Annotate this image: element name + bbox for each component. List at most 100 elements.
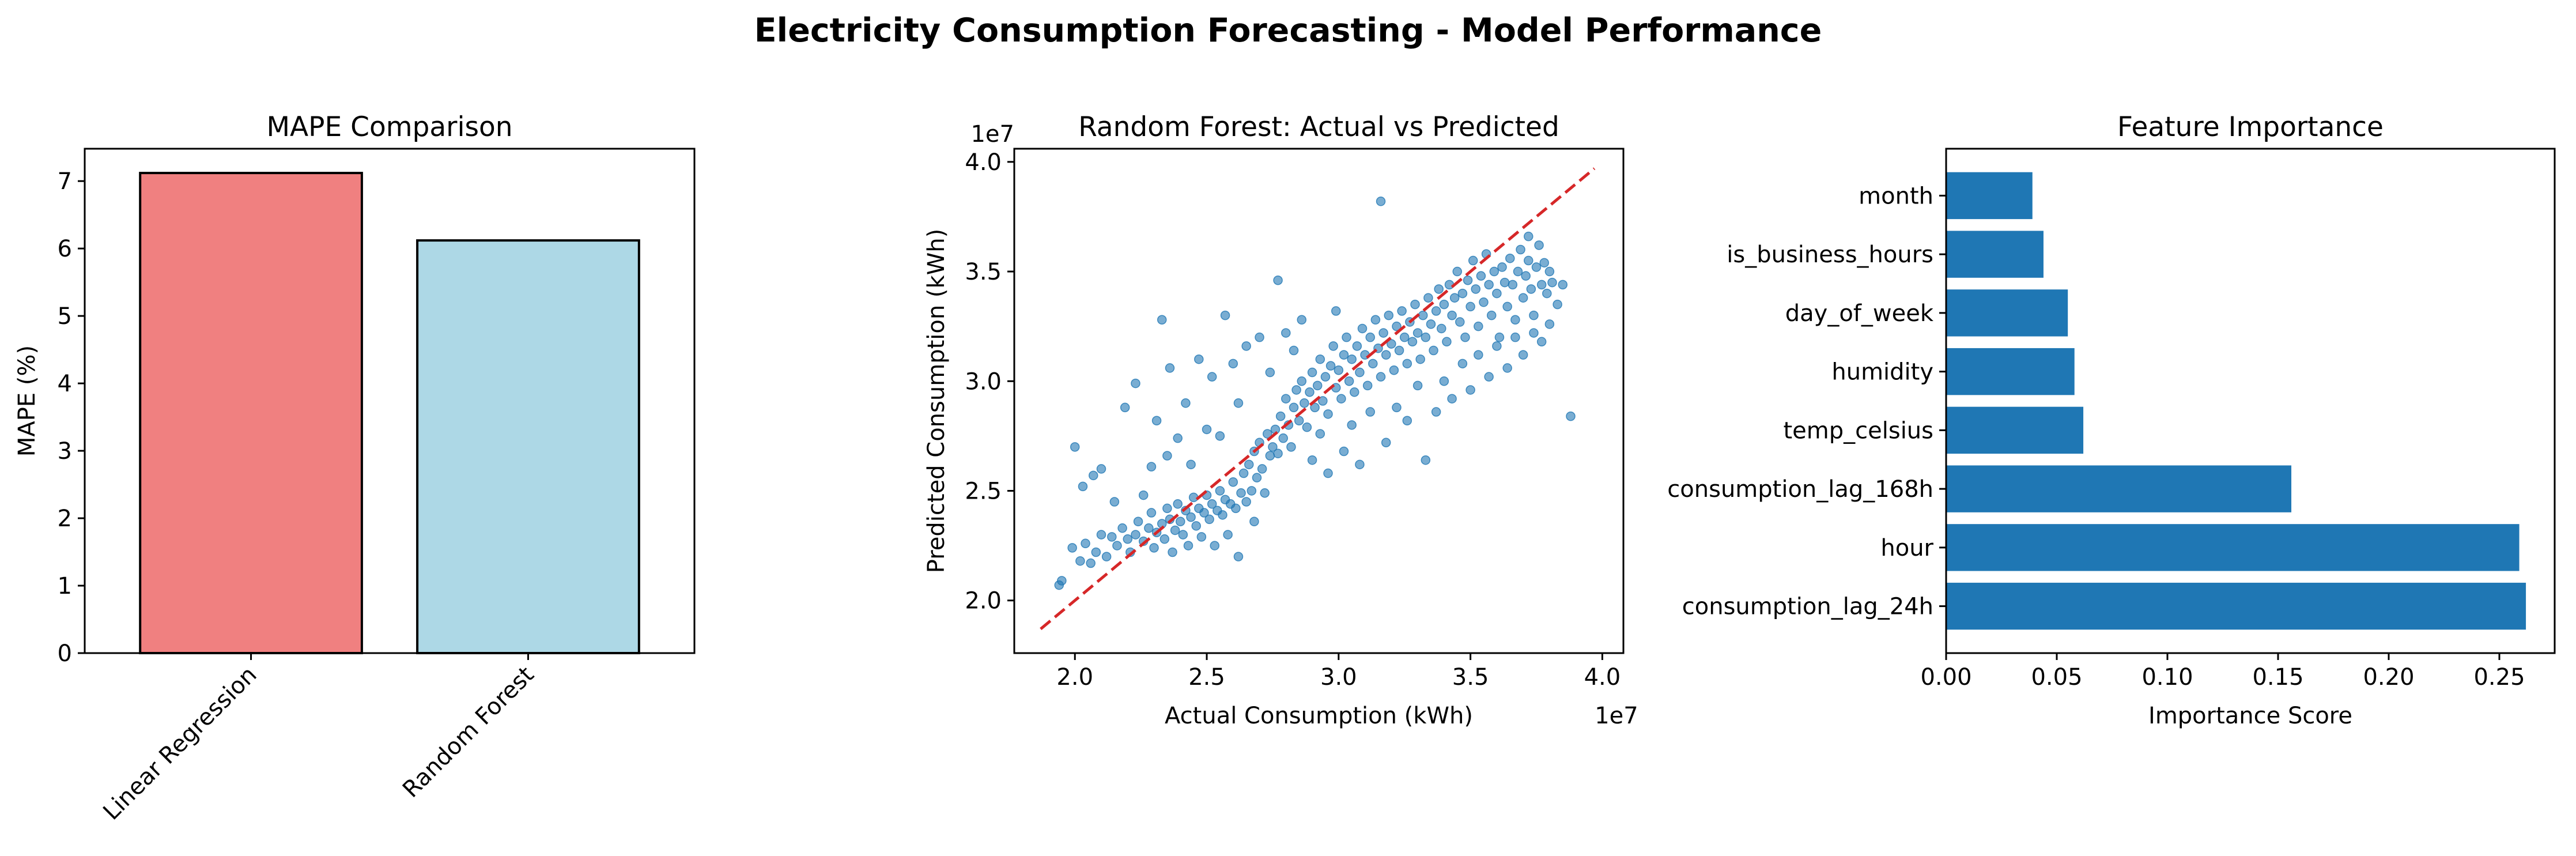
scatter-point: [1442, 337, 1452, 347]
scatter-point: [1544, 319, 1555, 329]
scatter-point: [1178, 530, 1188, 540]
scatter-point: [1336, 394, 1346, 404]
y-tick-label: 6: [58, 236, 72, 262]
y-tick-label: 3.0: [965, 368, 1002, 395]
y-tick-label: 5: [58, 303, 72, 330]
scatter-point: [1402, 359, 1412, 369]
scatter-point: [1434, 284, 1444, 294]
y-tick-label: 2.5: [965, 478, 1002, 504]
scatter-point: [1421, 455, 1431, 465]
scatter-point: [1370, 315, 1381, 325]
scatter-point: [1281, 394, 1291, 404]
scatter-point: [1505, 253, 1515, 263]
x-tick-label: 0.05: [2031, 664, 2082, 691]
x-axis-label: Actual Consumption (kWh): [1165, 703, 1473, 729]
scatter-point: [1294, 416, 1304, 425]
scatter-point: [1233, 552, 1244, 561]
scatter-point: [1539, 258, 1549, 268]
scatter-point: [1412, 380, 1423, 391]
scatter-point: [1215, 486, 1225, 496]
scatter-point: [1170, 525, 1180, 536]
axes-frame: [1945, 148, 2556, 654]
scatter-point: [1437, 323, 1446, 334]
scatter-point: [1325, 361, 1336, 371]
scatter-point: [1347, 354, 1357, 364]
y-tick-label: consumption_lag_168h: [1667, 476, 1933, 503]
scatter-point: [1289, 345, 1299, 356]
scatter-point: [1265, 451, 1275, 461]
scatter-point: [1355, 367, 1365, 378]
scatter-point: [1429, 345, 1438, 356]
scatter-point: [1302, 422, 1312, 432]
scatter-point: [1218, 510, 1227, 520]
scatter-point: [1529, 328, 1539, 338]
scatter-point: [1315, 429, 1325, 439]
scatter-point: [1162, 503, 1172, 514]
scatter-point: [1465, 385, 1475, 395]
scatter-point: [1365, 332, 1375, 342]
scatter-point: [1392, 321, 1402, 331]
scatter-point: [1109, 497, 1120, 507]
scatter-point: [1260, 488, 1270, 498]
scatter-point: [1204, 514, 1214, 525]
scatter-point: [1566, 411, 1576, 421]
scatter-point: [1457, 288, 1468, 299]
y-tick-label: consumption_lag_24h: [1682, 594, 1933, 620]
scatter-point: [1300, 398, 1309, 408]
scatter-point: [1149, 543, 1159, 553]
scatter-point: [1181, 398, 1191, 408]
scatter-point: [1378, 328, 1388, 338]
x-tick-label: 4.0: [1584, 664, 1621, 691]
figure-suptitle: Electricity Consumption Forecasting - Mo…: [754, 12, 1822, 50]
scatter-point: [1431, 407, 1441, 417]
scatter-point: [1362, 380, 1373, 391]
y-tick-label: 1: [58, 573, 72, 599]
bar-linear-regression: [139, 172, 363, 654]
scatter-point: [1257, 464, 1267, 474]
scatter-point: [1157, 315, 1167, 325]
x-axis-label: Importance Score: [2148, 703, 2352, 729]
y-tick-label: humidity: [1831, 359, 1933, 386]
scatter-point: [1497, 262, 1507, 272]
x-tick-label: 0.15: [2252, 664, 2303, 691]
scatter-point: [1273, 448, 1283, 459]
scatter-point: [1531, 262, 1542, 272]
y-tick-label: 3: [58, 438, 72, 465]
scatter-point: [1431, 306, 1441, 316]
scatter-point: [1484, 280, 1494, 290]
scatter-point: [1339, 350, 1349, 360]
x-offset-label: 1e7: [1595, 703, 1638, 729]
scatter-point: [1086, 558, 1096, 568]
scatter-point: [1075, 556, 1085, 566]
scatter-point: [1268, 442, 1278, 452]
scatter-point: [1231, 503, 1241, 514]
scatter-point: [1376, 197, 1386, 206]
scatter-point: [1207, 499, 1217, 509]
scatter-point: [1510, 315, 1520, 325]
y-tick-label: 4.0: [965, 149, 1002, 176]
scatter-point: [1305, 387, 1315, 397]
scatter-point: [1265, 367, 1275, 378]
scatter-point: [1452, 266, 1462, 277]
x-tick-label: Linear Regression: [98, 662, 262, 825]
scatter-point: [1199, 508, 1209, 518]
scatter-point: [1120, 402, 1130, 413]
scatter-point: [1210, 541, 1220, 550]
scatter-point: [1357, 323, 1368, 334]
scatter-point: [1323, 409, 1333, 419]
scatter-point: [1228, 477, 1238, 487]
scatter-point: [1355, 459, 1365, 470]
scatter-point: [1392, 402, 1402, 413]
y-tick-label: is_business_hours: [1727, 242, 1933, 268]
scatter-point: [1439, 376, 1449, 386]
scatter-point: [1146, 508, 1157, 518]
scatter-point: [1342, 332, 1351, 342]
scatter-point: [1402, 416, 1412, 425]
scatter-point: [1252, 473, 1262, 482]
y-tick-label: 2: [58, 506, 72, 532]
scatter-point: [1558, 280, 1568, 290]
x-tick-label: 2.5: [1188, 664, 1225, 691]
scatter-point: [1196, 532, 1207, 542]
scatter-point: [1117, 523, 1127, 533]
scatter-point: [1286, 442, 1296, 452]
